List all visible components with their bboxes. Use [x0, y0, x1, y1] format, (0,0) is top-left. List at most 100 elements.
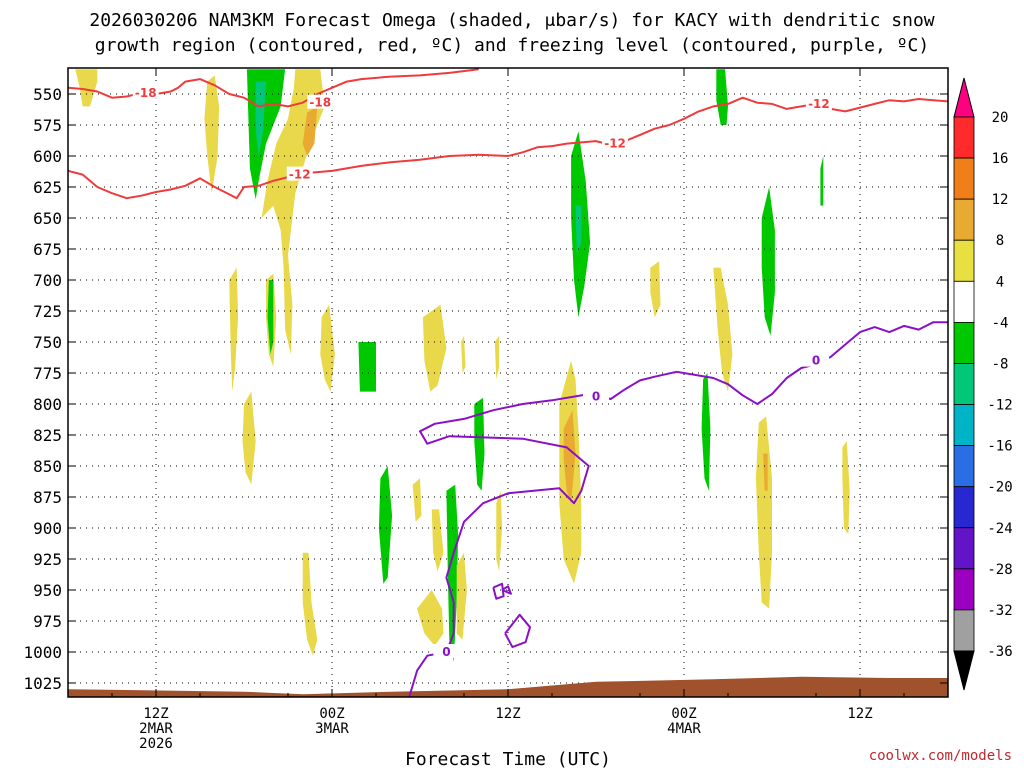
omega-shade-35: [820, 156, 824, 206]
omega-shade-36: [842, 441, 850, 535]
colorbar-bin-10: [953, 527, 975, 570]
omega-shade-21: [446, 484, 459, 662]
colorbar-label-5: -4: [992, 315, 1009, 331]
dgz-label-b: -18: [309, 96, 331, 110]
fz-label-a-bg: [583, 388, 609, 403]
y-tick-label-750: 750: [33, 333, 62, 352]
omega-shade-17: [412, 478, 422, 522]
dgz-label-e: -12: [808, 97, 830, 111]
omega-shade-32: [701, 373, 711, 491]
y-tick-label-975: 975: [33, 612, 62, 631]
omega-shade-28: [650, 261, 661, 318]
x-tick-label-30-0: 12Z: [495, 706, 520, 722]
colorbar-label-13: -36: [987, 644, 1012, 660]
fz-label-b: 0: [812, 354, 820, 368]
colorbar-label-1: 16: [992, 151, 1009, 167]
omega-shade-25: [563, 410, 576, 504]
omega-shade-5: [302, 106, 318, 156]
x-tick-label-6-0: 12Z: [143, 706, 168, 722]
fz-label-a: 0: [592, 390, 600, 404]
colorbar-bin-7: [953, 404, 975, 447]
x-axis-label: Forecast Time (UTC): [405, 749, 611, 768]
colorbar-bin-1: [953, 157, 975, 200]
omega-shade-3: [255, 81, 266, 156]
chart-title-line-2: growth region (contoured, red, ºC) and f…: [95, 35, 929, 56]
omega-shade-6: [229, 267, 239, 392]
x-tick-label-42-0: 00Z: [671, 706, 696, 722]
colorbar-label-9: -20: [987, 480, 1012, 496]
colorbar-label-6: -8: [992, 356, 1009, 372]
omega-shade-31: [761, 187, 775, 336]
colorbar-bottom-triangle: [953, 650, 975, 691]
plot-area: -18 -18 -12 -12 -12 0 0 0: [67, 67, 949, 698]
omega-shade-10: [320, 304, 335, 392]
colorbar-label-0: 20: [992, 110, 1009, 126]
omega-shade-8: [267, 280, 274, 355]
y-tick-label-625: 625: [33, 178, 62, 197]
freezing-level-fragment-2: [504, 613, 531, 648]
dgz-label-c-bg: [286, 166, 313, 181]
omega-shade-29: [716, 69, 728, 125]
colorbar-label-2: 12: [992, 192, 1009, 208]
omega-shade-18: [431, 509, 444, 572]
freezing-level-fragment-1: [501, 585, 512, 595]
y-tick-label-800: 800: [33, 395, 62, 414]
x-tick-label-54-0: 12Z: [847, 706, 872, 722]
colorbar-bin-0: [953, 116, 975, 159]
colorbar-label-10: -24: [987, 521, 1012, 537]
dgz-label-e-bg: [805, 95, 832, 110]
omega-shade-30: [713, 267, 733, 392]
colorbar-bin-12: [953, 609, 975, 652]
colorbar-label-4: 4: [996, 274, 1004, 290]
colorbar-bin-6: [953, 363, 975, 405]
y-tick-label-825: 825: [33, 426, 62, 445]
omega-shade-1: [204, 75, 220, 194]
dgz-label-d: -12: [604, 137, 626, 151]
omega-shade-23: [496, 490, 503, 572]
fz-label-c: 0: [442, 645, 450, 659]
y-tick-label-550: 550: [33, 85, 62, 104]
x-tick-label-6-1: 2MAR: [139, 721, 173, 737]
colorbar-bin-9: [953, 486, 975, 529]
colorbar-top-triangle: [953, 77, 975, 118]
y-tick-label-600: 600: [33, 147, 62, 166]
chart-title-line-1: 2026030206 NAM3KM Forecast Omega (shaded…: [89, 10, 934, 31]
fz-label-b-bg: [803, 352, 829, 367]
omega-shade-19: [417, 590, 444, 646]
y-tick-label-575: 575: [33, 116, 62, 135]
colorbar-label-3: 8: [996, 233, 1004, 249]
y-tick-label-650: 650: [33, 209, 62, 228]
colorbar-label-8: -16: [987, 439, 1012, 455]
y-tick-label-925: 925: [33, 550, 62, 569]
y-tick-label-725: 725: [33, 302, 62, 321]
colorbar-bin-11: [953, 568, 975, 611]
colorbar-bin-8: [953, 445, 975, 488]
credit-text: coolwx.com/models: [869, 748, 1012, 764]
omega-shade-34: [763, 453, 768, 491]
omega-shade-14: [422, 304, 447, 392]
y-tick-label-900: 900: [33, 519, 62, 538]
colorbar-bin-4: [953, 280, 975, 323]
omega-shade-15: [461, 335, 466, 373]
omega-shade-0: [75, 69, 98, 107]
dgz-label-c: -12: [289, 168, 311, 182]
omega-shade-27: [575, 205, 582, 256]
dgz-label-a: -18: [135, 86, 157, 100]
omega-shade-16: [494, 335, 500, 380]
freezing-level-fragment-0: [492, 582, 505, 600]
dgz-label-a-bg: [132, 84, 159, 99]
y-tick-label-775: 775: [33, 364, 62, 383]
colorbar-label-12: -32: [987, 603, 1012, 619]
colorbar-label-7: -12: [987, 398, 1012, 414]
omega-shade-22: [456, 552, 467, 640]
omega-shade-13: [378, 466, 393, 584]
terrain: [68, 676, 948, 697]
colorbar-bin-3: [953, 239, 975, 282]
dgz-contour-0: [68, 68, 479, 108]
dgz-label-d-bg: [602, 135, 629, 150]
omega-shade-9: [242, 391, 256, 485]
colorbar: 20 16 12 8 4 -4 -8 -12 -16 -20 -24 -28 -32 -36: [953, 77, 1013, 691]
omega-shade-20: [474, 397, 485, 491]
y-tick-label-700: 700: [33, 271, 62, 290]
